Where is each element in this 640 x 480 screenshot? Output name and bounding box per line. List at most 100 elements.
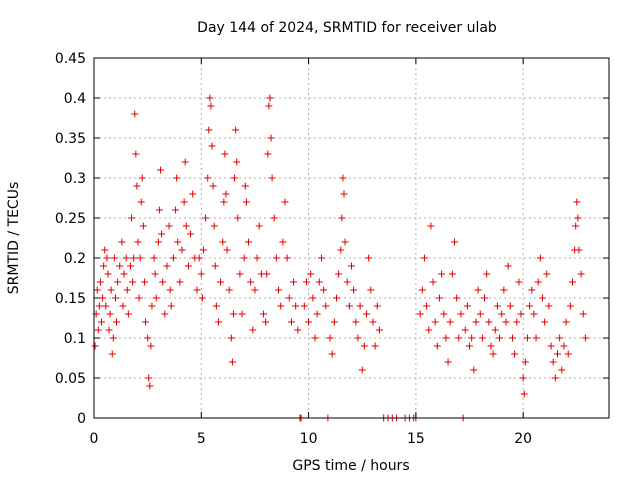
data-point [335,270,343,278]
data-point [309,294,317,302]
data-point [95,302,103,310]
data-point [210,222,218,230]
data-point [139,222,147,230]
x-tick-label: 10 [300,431,318,447]
data-point [569,278,577,286]
data-point [305,318,313,326]
data-point [233,158,241,166]
data-point [500,286,508,294]
data-point [435,294,443,302]
data-point [294,326,302,334]
data-point [572,222,580,230]
data-point [549,358,557,366]
data-point [265,102,273,110]
data-point [220,198,228,206]
data-point [134,238,142,246]
data-point [574,214,582,222]
data-point [167,302,175,310]
data-point [322,302,330,310]
data-point [487,342,495,350]
data-point [453,294,461,302]
data-point [91,342,99,350]
data-point [208,142,216,150]
data-point [146,382,154,390]
data-point [558,366,566,374]
data-point [255,222,263,230]
data-point [145,374,153,382]
data-point [483,270,491,278]
data-point [159,278,167,286]
data-point [110,254,118,262]
data-point [93,286,101,294]
data-point [240,254,248,262]
data-point [193,286,201,294]
x-axis-label: GPS time / hours [292,458,409,474]
data-point [466,342,474,350]
data-point [373,302,381,310]
data-point [354,334,362,342]
data-point [96,278,104,286]
data-point [103,254,111,262]
data-point [100,262,108,270]
data-point [150,254,158,262]
data-point [579,310,587,318]
data-point [493,302,501,310]
data-point [113,318,121,326]
data-point [302,278,310,286]
data-point [106,310,114,318]
data-point [202,214,210,222]
data-point [431,318,439,326]
data-point [236,270,244,278]
data-point [105,326,113,334]
data-point [496,334,504,342]
data-point [263,270,271,278]
data-point [137,198,145,206]
data-point [360,342,368,350]
data-point [245,238,252,246]
data-point [157,166,165,174]
x-tick-label: 20 [514,431,532,447]
data-point [107,286,115,294]
data-point [433,342,441,350]
data-point [181,158,189,166]
data-point [416,310,424,318]
data-point [133,182,141,190]
data-point [502,318,510,326]
data-point [217,278,225,286]
data-point [290,278,298,286]
data-point [131,110,139,118]
chart-title: Day 144 of 2024, SRMTID for receiver ula… [197,20,497,36]
data-point [369,318,377,326]
data-point [253,254,261,262]
data-point [114,278,122,286]
data-point [513,318,521,326]
data-point [264,150,272,158]
data-point [231,174,239,182]
data-point [556,334,564,342]
y-tick-label: 0 [77,411,86,427]
data-point [166,286,174,294]
data-point [123,286,131,294]
data-point [132,150,140,158]
data-point [223,246,231,254]
data-point [547,342,555,350]
data-point [470,366,478,374]
data-point [214,318,222,326]
data-point [242,198,250,206]
data-point [517,310,525,318]
data-point [266,94,274,102]
x-tick-labels: 0 5 10 15 20 [90,431,533,447]
data-point [268,174,276,182]
y-tick-label: 0.4 [64,91,86,107]
data-point [147,342,155,350]
data-point [481,294,489,302]
data-point [199,246,207,254]
x-tick-label: 15 [407,431,425,447]
data-point [530,310,538,318]
x-tick-label: 5 [197,431,206,447]
data-point [508,334,516,342]
data-point [536,254,544,262]
data-point [566,302,574,310]
data-point [158,230,166,238]
data-point [418,286,426,294]
